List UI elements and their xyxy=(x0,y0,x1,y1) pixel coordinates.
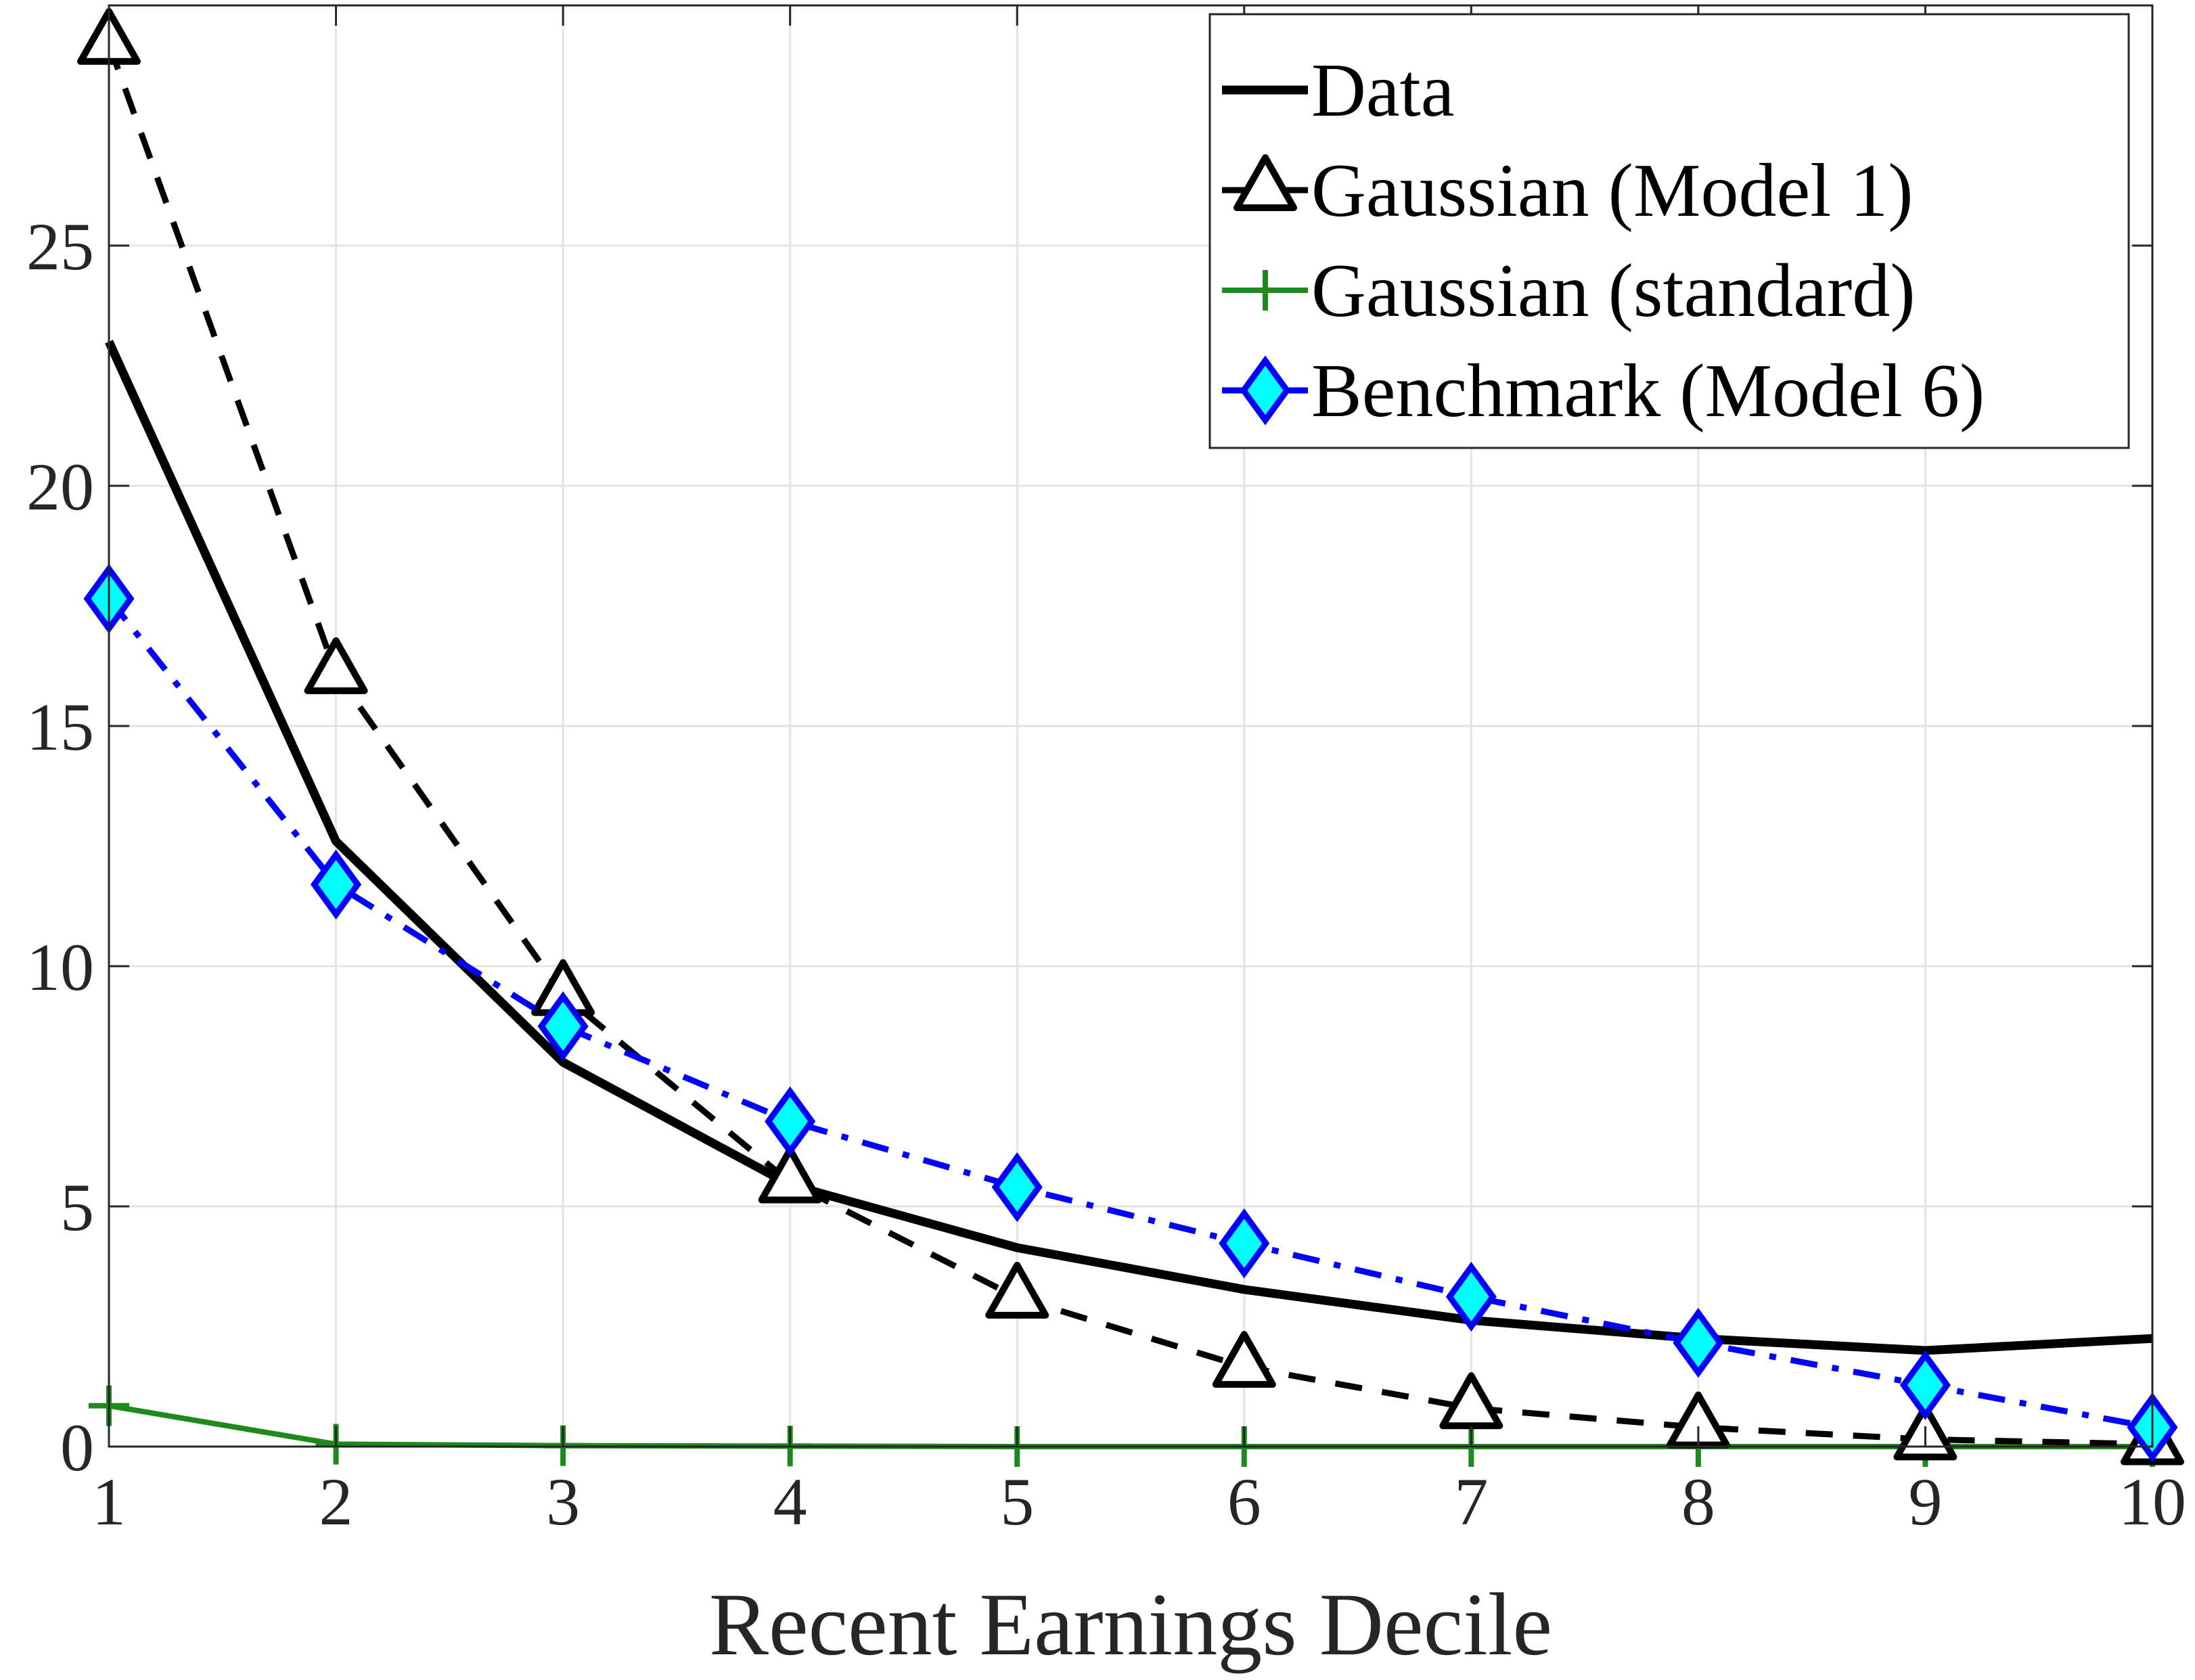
y-tick-label: 5 xyxy=(60,1170,94,1245)
diamond-marker xyxy=(310,849,362,920)
x-tick-label: 3 xyxy=(546,1464,580,1539)
ticks: 1 2 3 4 5 6 7 8 9 10 0 5 10 15 20 25 xyxy=(26,5,2186,1539)
triangle-marker xyxy=(304,637,368,694)
legend: Data Gaussian (Model 1) Gaussian (standard… xyxy=(1208,13,2130,449)
x-tick-label: 1 xyxy=(92,1464,126,1539)
legend-label: Data xyxy=(1311,49,1454,133)
y-tick-label: 20 xyxy=(26,449,94,524)
x-tick-label: 2 xyxy=(319,1464,353,1539)
x-tick-label: 4 xyxy=(773,1464,807,1539)
legend-label: Gaussian (standard) xyxy=(1311,249,1916,333)
x-tick-label: 10 xyxy=(2119,1464,2186,1539)
y-tick-label: 10 xyxy=(26,930,94,1005)
diamond-marker xyxy=(537,991,589,1062)
x-tick-label: 5 xyxy=(1000,1464,1034,1539)
series-line xyxy=(106,597,2153,1431)
series-line xyxy=(108,1403,2152,1449)
y-tick-label: 15 xyxy=(26,689,94,765)
plus-marker xyxy=(1245,270,1286,311)
diamond-marker xyxy=(1445,1261,1497,1332)
series-data xyxy=(105,340,2153,1355)
x-tick-label: 9 xyxy=(1908,1464,1942,1539)
legend-item: Data xyxy=(1222,49,1454,133)
diamond-marker xyxy=(991,1152,1043,1223)
legend-box xyxy=(1208,13,2130,449)
triangle-marker xyxy=(1234,154,1297,211)
y-tick-label: 25 xyxy=(26,209,94,284)
legend-label: Gaussian (Model 1) xyxy=(1311,149,1914,233)
triangle-marker xyxy=(985,1261,1049,1319)
x-tick-label: 8 xyxy=(1681,1464,1715,1539)
x-axis-label: Recent Earnings Decile xyxy=(709,1574,1552,1674)
series-line xyxy=(105,340,2153,1355)
x-tick-label: 6 xyxy=(1227,1464,1261,1539)
diamond-marker xyxy=(1673,1307,1724,1378)
triangle-marker xyxy=(758,1146,822,1204)
legend-item: Benchmark (Model 6) xyxy=(1222,349,1985,433)
series-benchmark-model-6- xyxy=(83,564,2178,1463)
series-gaussian-model-1- xyxy=(77,7,2184,1466)
triangle-marker xyxy=(1212,1331,1276,1388)
series-line xyxy=(106,43,2153,1447)
legend-item: Gaussian (standard) xyxy=(1222,249,1916,333)
y-tick-label: 0 xyxy=(60,1410,94,1485)
x-tick-label: 7 xyxy=(1454,1464,1488,1539)
triangle-marker xyxy=(1439,1372,1503,1430)
diamond-marker xyxy=(1240,355,1291,426)
series-gaussian-standard- xyxy=(89,1385,2173,1467)
legend-label: Benchmark (Model 6) xyxy=(1311,349,1985,433)
diamond-marker xyxy=(765,1086,816,1156)
legend-item: Gaussian (Model 1) xyxy=(1222,149,1914,233)
diamond-marker xyxy=(1899,1350,1951,1420)
diamond-marker xyxy=(1219,1208,1270,1279)
